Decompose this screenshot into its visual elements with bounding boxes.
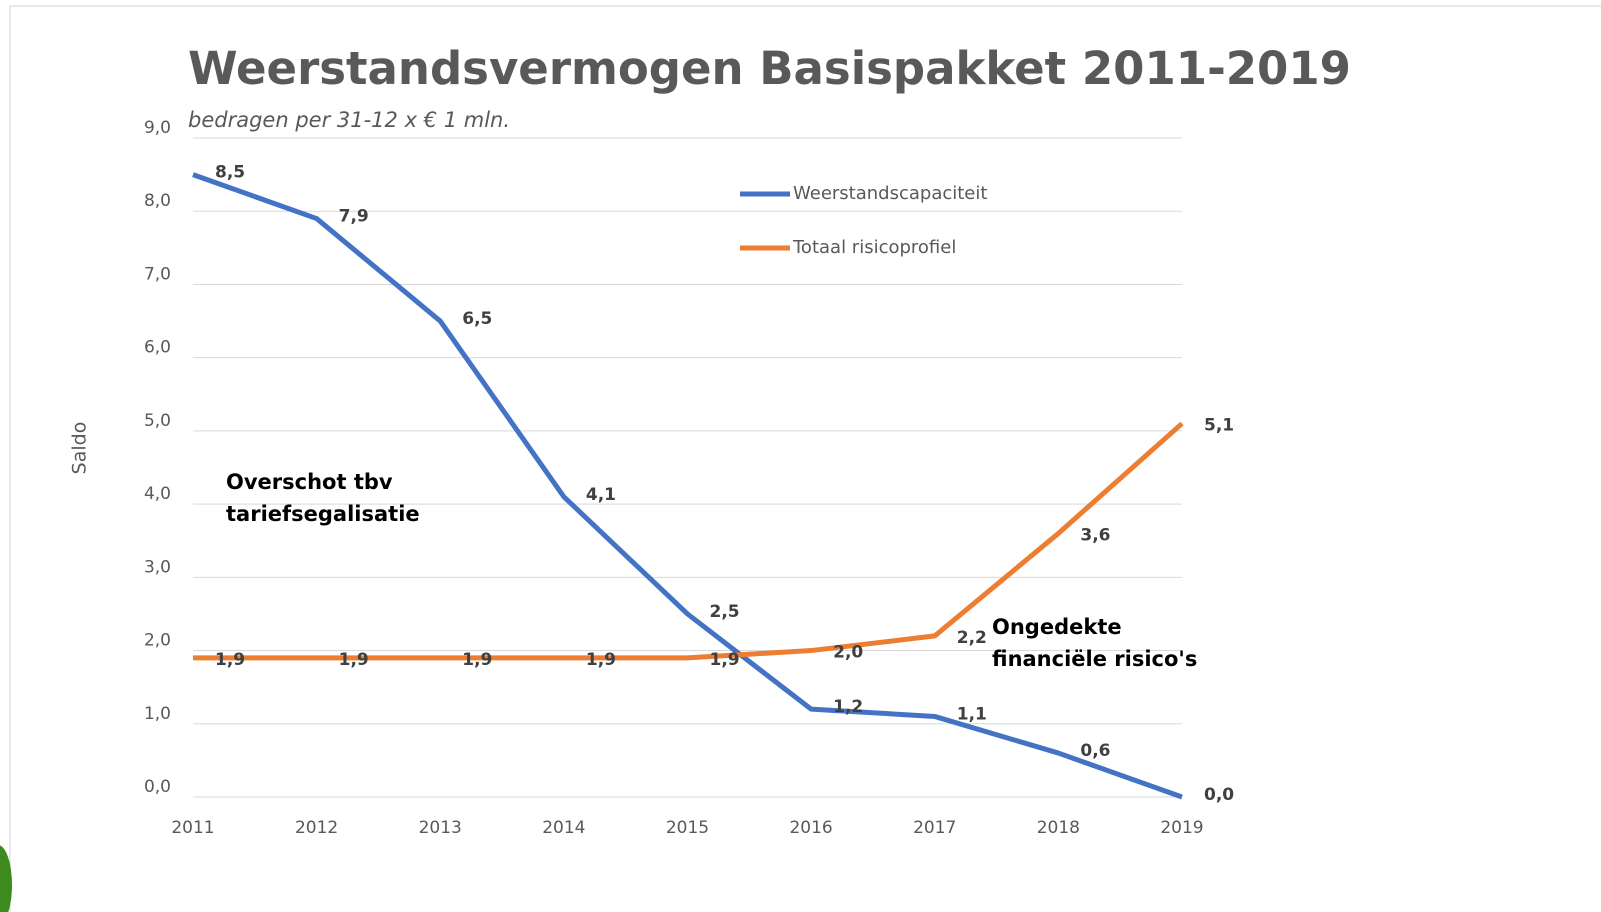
data-label: 1,2 xyxy=(833,697,863,717)
data-label: 4,1 xyxy=(586,485,616,505)
y-tick-label: 3,0 xyxy=(144,557,171,577)
data-label: 1,9 xyxy=(339,650,369,670)
y-tick-label: 0,0 xyxy=(144,777,171,797)
data-label: 7,9 xyxy=(339,207,369,227)
data-label: 1,9 xyxy=(710,650,740,670)
data-label: 2,5 xyxy=(710,602,740,622)
series-line xyxy=(192,172,1183,800)
data-label: 1,9 xyxy=(215,650,245,670)
legend-label: Totaal risicoprofiel xyxy=(792,237,956,258)
y-tick-label: 6,0 xyxy=(144,338,171,358)
data-label: 8,5 xyxy=(215,163,245,183)
annotation: Overschot tbv xyxy=(226,470,393,494)
legend-label: Weerstandscapaciteit xyxy=(793,183,987,204)
data-label: 0,0 xyxy=(1204,785,1234,805)
x-tick-label: 2013 xyxy=(419,818,462,838)
y-tick-label: 7,0 xyxy=(144,264,171,284)
data-label: 2,2 xyxy=(957,628,987,648)
y-tick-label: 4,0 xyxy=(144,484,171,504)
y-tick-label: 8,0 xyxy=(144,191,171,211)
data-label: 0,6 xyxy=(1080,741,1110,761)
y-axis-label: Saldo xyxy=(69,422,91,475)
x-tick-label: 2016 xyxy=(789,818,832,838)
data-label: 1,9 xyxy=(586,650,616,670)
x-tick-label: 2019 xyxy=(1160,818,1203,838)
data-label: 6,5 xyxy=(462,309,492,329)
x-tick-label: 2017 xyxy=(913,818,956,838)
y-tick-label: 5,0 xyxy=(144,411,171,431)
x-tick-label: 2012 xyxy=(295,818,338,838)
data-label: 2,0 xyxy=(833,643,863,663)
x-tick-label: 2014 xyxy=(542,818,585,838)
data-label: 3,6 xyxy=(1080,525,1110,545)
x-tick-label: 2011 xyxy=(171,818,214,838)
y-tick-label: 2,0 xyxy=(144,631,171,651)
x-tick-label: 2018 xyxy=(1037,818,1080,838)
data-label: 5,1 xyxy=(1204,416,1234,436)
y-tick-label: 9,0 xyxy=(144,118,171,138)
decoration xyxy=(0,845,12,912)
chart-title: Weerstandsvermogen Basispakket 2011-2019 xyxy=(188,42,1351,95)
series-line xyxy=(193,421,1184,661)
data-label: 1,1 xyxy=(957,704,987,724)
data-label: 1,9 xyxy=(462,650,492,670)
annotation: tariefsegalisatie xyxy=(226,502,420,526)
chart-subtitle: bedragen per 31-12 x € 1 mln. xyxy=(188,108,510,132)
annotation: financiële risico's xyxy=(992,647,1197,671)
annotation: Ongedekte xyxy=(992,615,1122,639)
x-tick-label: 2015 xyxy=(666,818,709,838)
y-tick-label: 1,0 xyxy=(144,704,171,724)
